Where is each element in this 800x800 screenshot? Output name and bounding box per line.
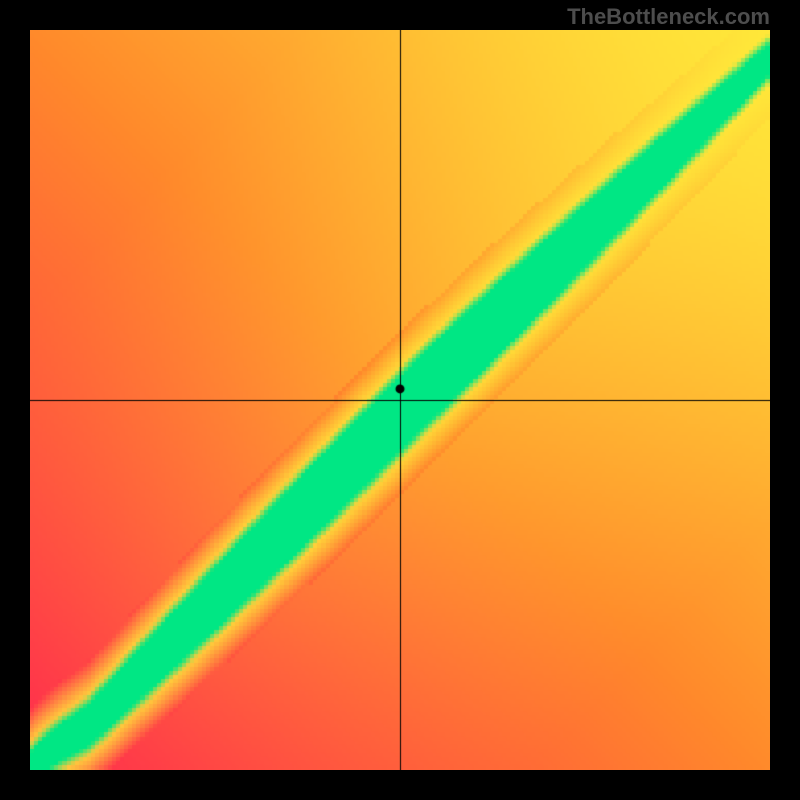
- watermark-text: TheBottleneck.com: [567, 4, 770, 30]
- chart-container: TheBottleneck.com: [0, 0, 800, 800]
- bottleneck-heatmap: [30, 30, 770, 770]
